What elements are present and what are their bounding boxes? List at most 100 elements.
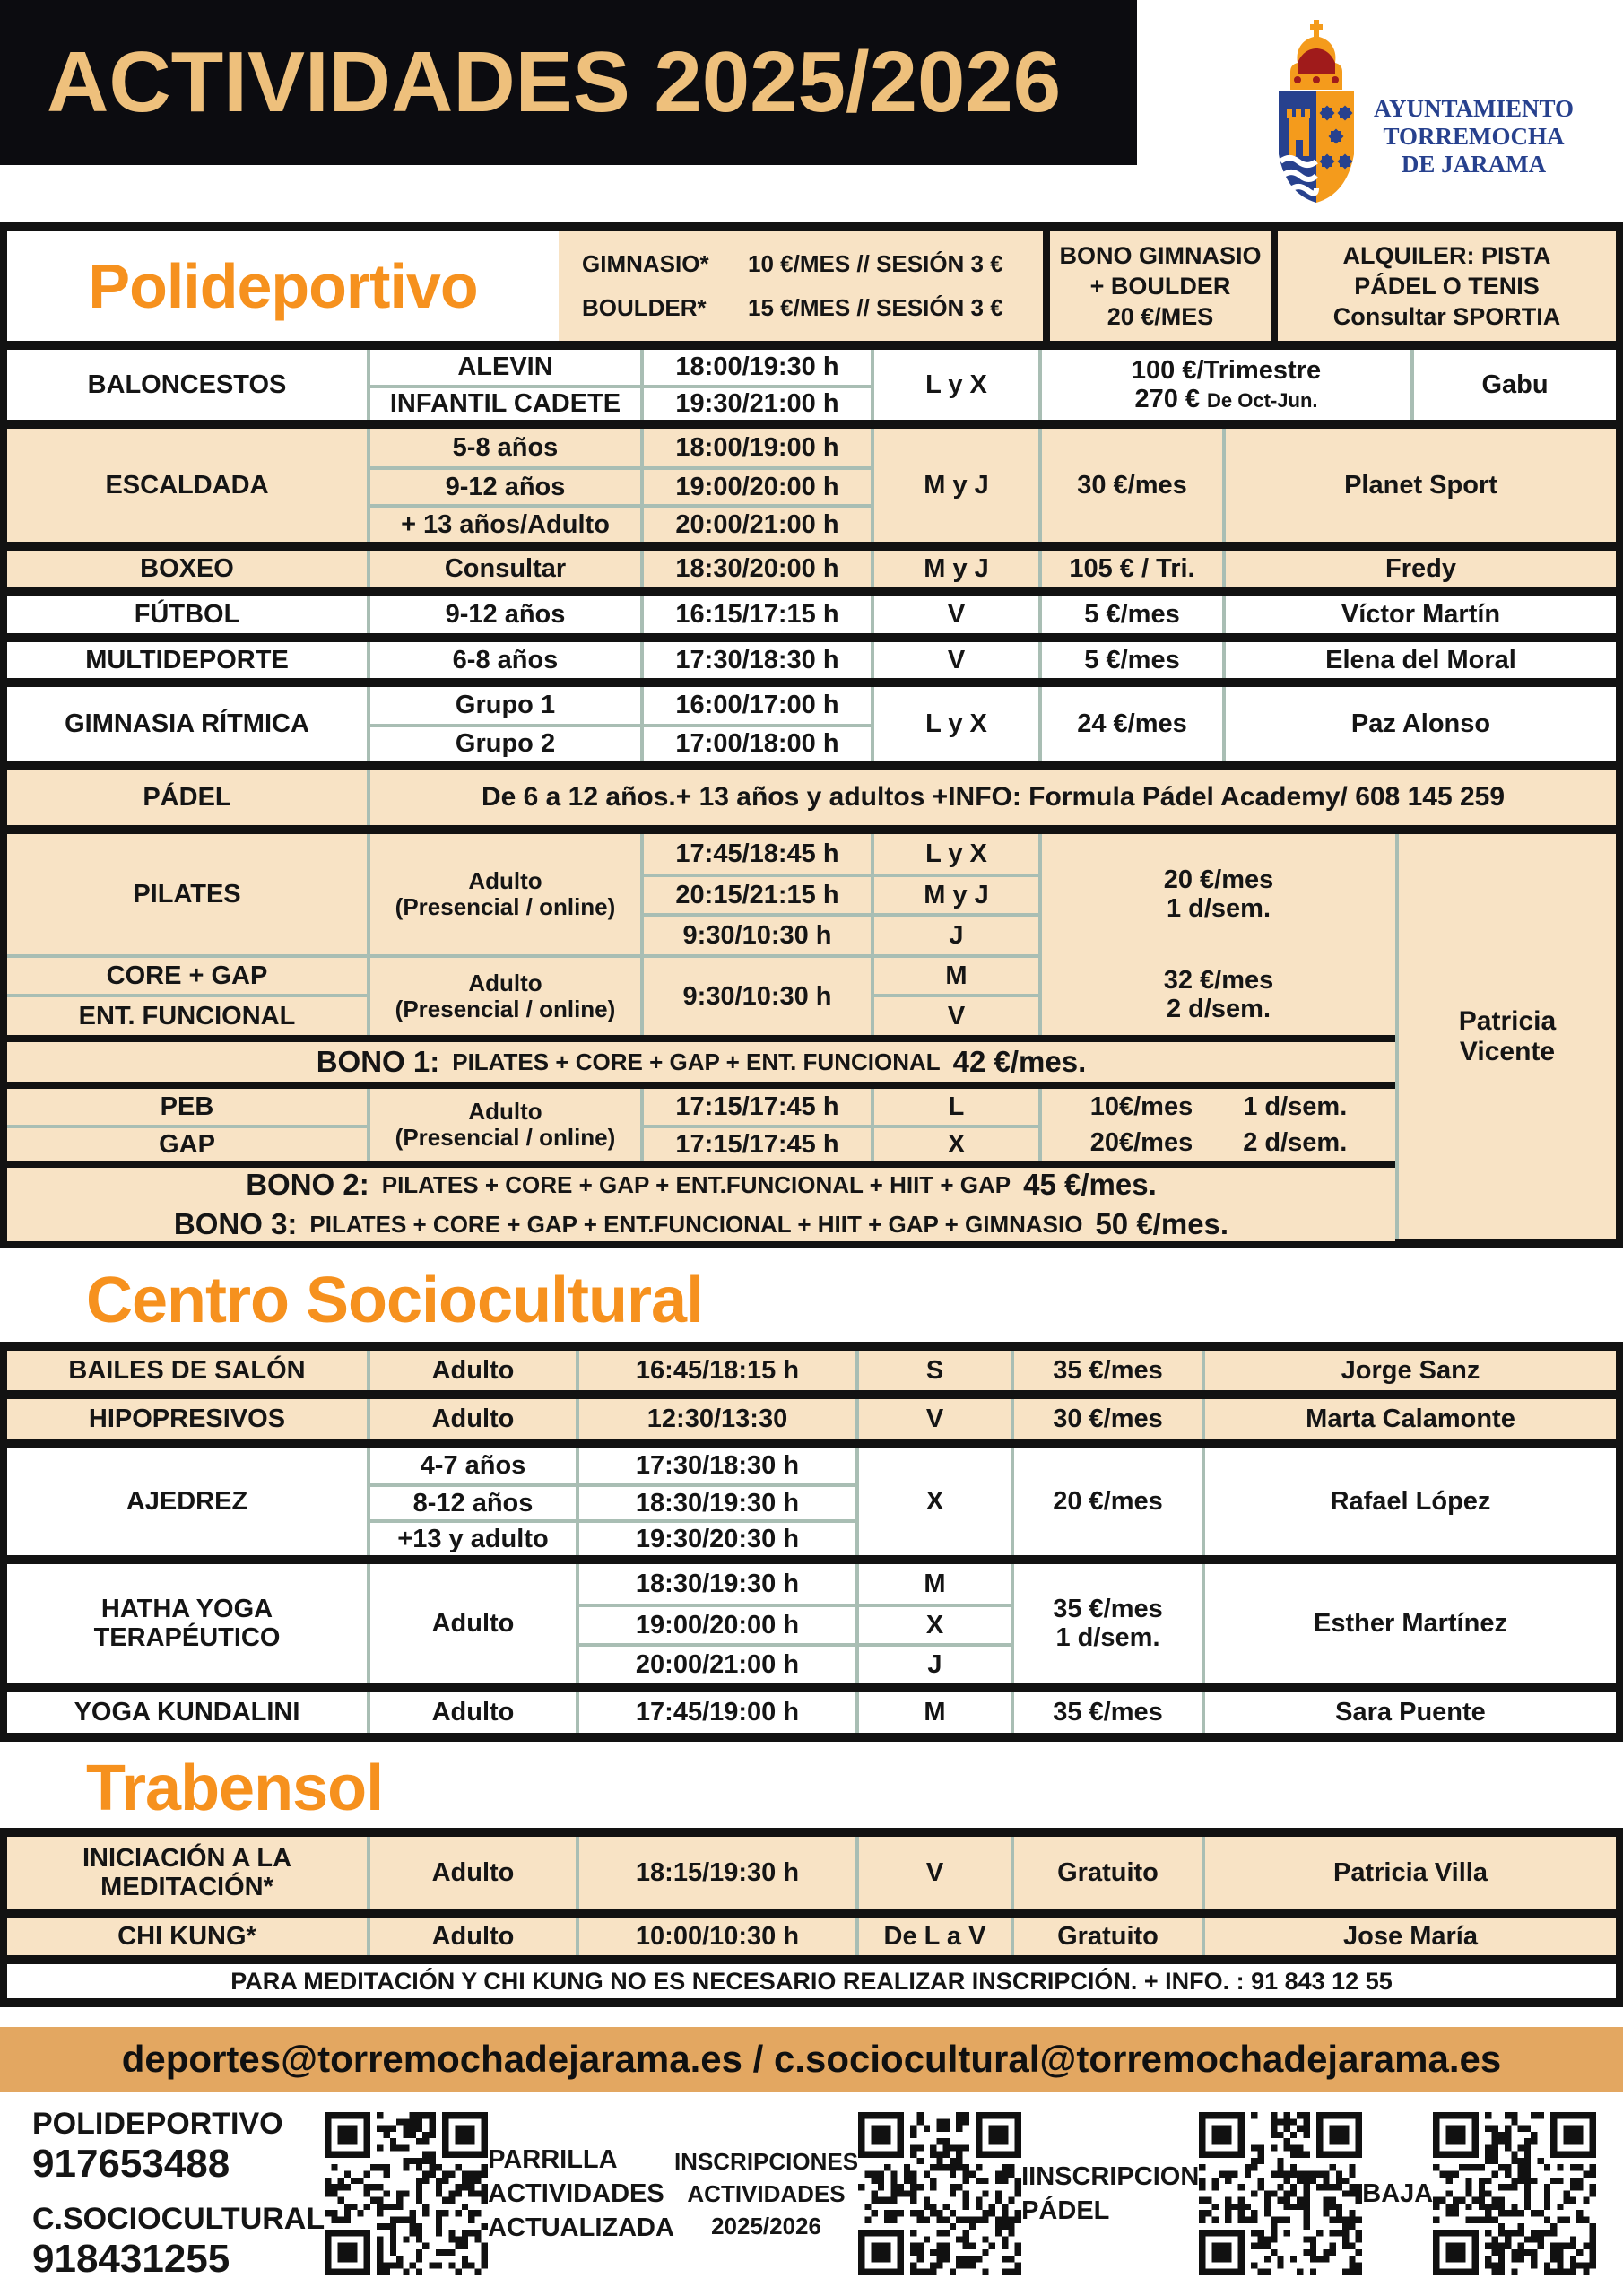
age-group: 6-8 años: [367, 642, 640, 678]
price: Gratuito: [1011, 1918, 1202, 1955]
schedule-hours: 17:45/18:45 h: [640, 834, 871, 874]
price-freq: 1 d/sem.: [1243, 1091, 1348, 1121]
price-amount: 20€/mes: [1089, 1127, 1193, 1157]
activity-name: YOGA KUNDALINI: [74, 1697, 300, 1726]
age-group: Grupo 2: [367, 724, 640, 761]
age-group: 4-7 años: [367, 1448, 576, 1483]
activity-name: PEB: [160, 1091, 214, 1121]
activity-name: AJEDREZ: [126, 1486, 248, 1516]
boulder-label: BOULDER*: [582, 294, 707, 321]
row-boxeo: BOXEO Consultar 18:30/20:00 h M y J 105 …: [7, 551, 1616, 587]
age-group: INFANTIL CADETE: [367, 385, 640, 420]
age-group: Adulto: [367, 1399, 576, 1439]
activity-name: CHI KUNG*: [117, 1921, 256, 1951]
price: 35 €/mes: [1011, 1351, 1202, 1390]
age-group: Adulto (Presencial / online): [367, 954, 640, 1035]
price: 30 €/mes: [1011, 1399, 1202, 1439]
bono3-price: 50 €/mes.: [1095, 1207, 1229, 1240]
schedule-hours: 19:00/20:00 h: [640, 466, 871, 504]
age-group: 9-12 años: [367, 466, 640, 504]
bono2-price: 45 €/mes.: [1023, 1168, 1157, 1201]
days: L y X: [871, 687, 1038, 761]
age-group: Adulto: [367, 1351, 576, 1390]
section-title-centro: Centro Sociocultural: [86, 1265, 704, 1336]
town-hall-logo: AYUNTAMIENTO TORREMOCHA DE JARAMA: [1266, 18, 1574, 204]
gym-price: 10 €/MES // SESIÓN 3 €: [748, 250, 1003, 277]
row-multideporte: MULTIDEPORTE 6-8 años 17:30/18:30 h V 5 …: [7, 642, 1616, 678]
row-gimnasia-ritmica: GIMNASIA RÍTMICA Grupo 1 16:00/17:00 h G…: [7, 687, 1616, 761]
schedule-hours: 18:00/19:00 h: [640, 429, 871, 466]
activity-name: GAP: [7, 1125, 367, 1161]
monitor: Sara Puente: [1202, 1692, 1616, 1733]
days: M y J: [871, 874, 1038, 913]
price: 20 €/mes: [1011, 1448, 1202, 1555]
schedule-hours: 17:30/18:30 h: [640, 642, 871, 678]
price-amount: 270 €: [1134, 385, 1201, 413]
trabensol-table: INICIACIÓN A LA MEDITACIÓN* Adulto 18:15…: [0, 1828, 1623, 2007]
rows-peb-gap: PEB GAP Adulto (Presencial / online) 17:…: [7, 1089, 1395, 1161]
qr-code-parrilla: [325, 2112, 489, 2275]
age-group: +13 y adulto: [367, 1519, 576, 1555]
bono2-items: PILATES + CORE + GAP + ENT.FUNCIONAL + H…: [381, 1170, 1011, 1198]
schedule-hours: 16:00/17:00 h: [640, 687, 871, 724]
age-group: 5-8 años: [367, 429, 640, 466]
logo-line-3: DE JARAMA: [1401, 151, 1547, 178]
row-baloncestos: BALONCESTOS ALEVIN 18:00/19:30 h INFANTI…: [7, 350, 1616, 420]
bono3-items: PILATES + CORE + GAP + ENT.FUNCIONAL + H…: [309, 1210, 1083, 1238]
schedule-hours: 16:15/17:15 h: [640, 596, 871, 633]
monitor: Elena del Moral: [1222, 642, 1616, 678]
schedule-hours: 18:15/19:30 h: [576, 1837, 855, 1909]
qr-code-baja: [1433, 2112, 1597, 2275]
days: S: [855, 1351, 1011, 1390]
schedule-hours: 12:30/13:30: [576, 1399, 855, 1439]
bono-gym-boulder-box: BONO GIMNASIO + BOULDER 20 €/MES: [1043, 231, 1271, 341]
activity-name: BALONCESTOS: [87, 370, 287, 399]
schedule-hours: 16:45/18:15 h: [576, 1351, 855, 1390]
days: M: [871, 954, 1038, 994]
price: 5 €/mes: [1038, 642, 1222, 678]
rows-bono2-bono3: BONO 2: PILATES + CORE + GAP + ENT.FUNCI…: [7, 1168, 1395, 1241]
monitor: Marta Calamonte: [1202, 1399, 1616, 1439]
age-group: ALEVIN: [367, 350, 640, 385]
days: L y X: [871, 350, 1038, 420]
monitor: Fredy: [1222, 551, 1616, 587]
schedule-hours: 20:00/21:00 h: [640, 504, 871, 542]
qr-code-padel: [1199, 2112, 1363, 2275]
logo-line-2: TORREMOCHA: [1383, 123, 1565, 150]
page-title: ACTIVIDADES 2025/2026: [47, 34, 1062, 130]
logo-line-1: AYUNTAMIENTO: [1374, 95, 1575, 122]
price: 32 €/mes 2 d/sem.: [1038, 954, 1395, 1035]
schedule-hours: 17:30/18:30 h: [576, 1448, 855, 1483]
price-line1: 100 €/Trimestre: [1131, 355, 1322, 385]
price: 20 €/mes 1 d/sem.: [1038, 834, 1395, 954]
row-futbol: FÚTBOL 9-12 años 16:15/17:15 h V 5 €/mes…: [7, 596, 1616, 633]
days: M y J: [871, 551, 1038, 587]
price: 35 €/mes 1 d/sem.: [1011, 1564, 1202, 1683]
bono3-label: BONO 3:: [173, 1207, 298, 1240]
row-yoga-kundalini: YOGA KUNDALINI Adulto 17:45/19:00 h M 35…: [7, 1692, 1616, 1733]
monitor: Gabu: [1410, 350, 1616, 420]
qr-caption-inscripciones: INSCRIPCIONES ACTIVIDADES 2025/2026: [673, 2148, 859, 2239]
monitor: Patricia Vicente: [1395, 834, 1616, 1239]
activity-name: BAILES DE SALÓN: [68, 1355, 306, 1385]
price: 10€/mes 1 d/sem.: [1038, 1089, 1395, 1125]
days: L y X: [871, 834, 1038, 874]
schedule-hours: 10:00/10:30 h: [576, 1918, 855, 1955]
activity-name: PILATES: [133, 879, 241, 909]
pilates-block: PILATES Adulto (Presencial / online) 17:…: [7, 834, 1616, 1241]
activity-name: PÁDEL: [143, 782, 231, 812]
header-band: ACTIVIDADES 2025/2026: [0, 0, 1137, 165]
polideportivo-header-row: Polideportivo GIMNASIO* 10 €/MES // SESI…: [7, 231, 1616, 341]
monitor: Víctor Martín: [1222, 596, 1616, 633]
activity-name: HIPOPRESIVOS: [88, 1404, 286, 1433]
bono2-label: BONO 2:: [246, 1168, 369, 1201]
contact2-label: C.SOCIOCULTURAL: [32, 2202, 325, 2236]
qr-code-inscripciones: [858, 2112, 1022, 2275]
schedule-hours: 18:00/19:30 h: [640, 350, 871, 385]
monitor: Planet Sport: [1222, 429, 1616, 542]
row-bono3: BONO 3: PILATES + CORE + GAP + ENT.FUNCI…: [7, 1207, 1395, 1241]
monitor: Jose María: [1202, 1918, 1616, 1955]
row-chi-kung: CHI KUNG* Adulto 10:00/10:30 h De L a V …: [7, 1918, 1616, 1955]
days: V: [871, 642, 1038, 678]
activity-name: MULTIDEPORTE: [85, 645, 289, 674]
